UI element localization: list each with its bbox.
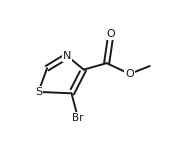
- Text: Br: Br: [72, 113, 84, 123]
- Text: O: O: [125, 69, 134, 79]
- Text: O: O: [107, 29, 115, 39]
- Text: N: N: [63, 51, 71, 61]
- Text: S: S: [35, 87, 42, 97]
